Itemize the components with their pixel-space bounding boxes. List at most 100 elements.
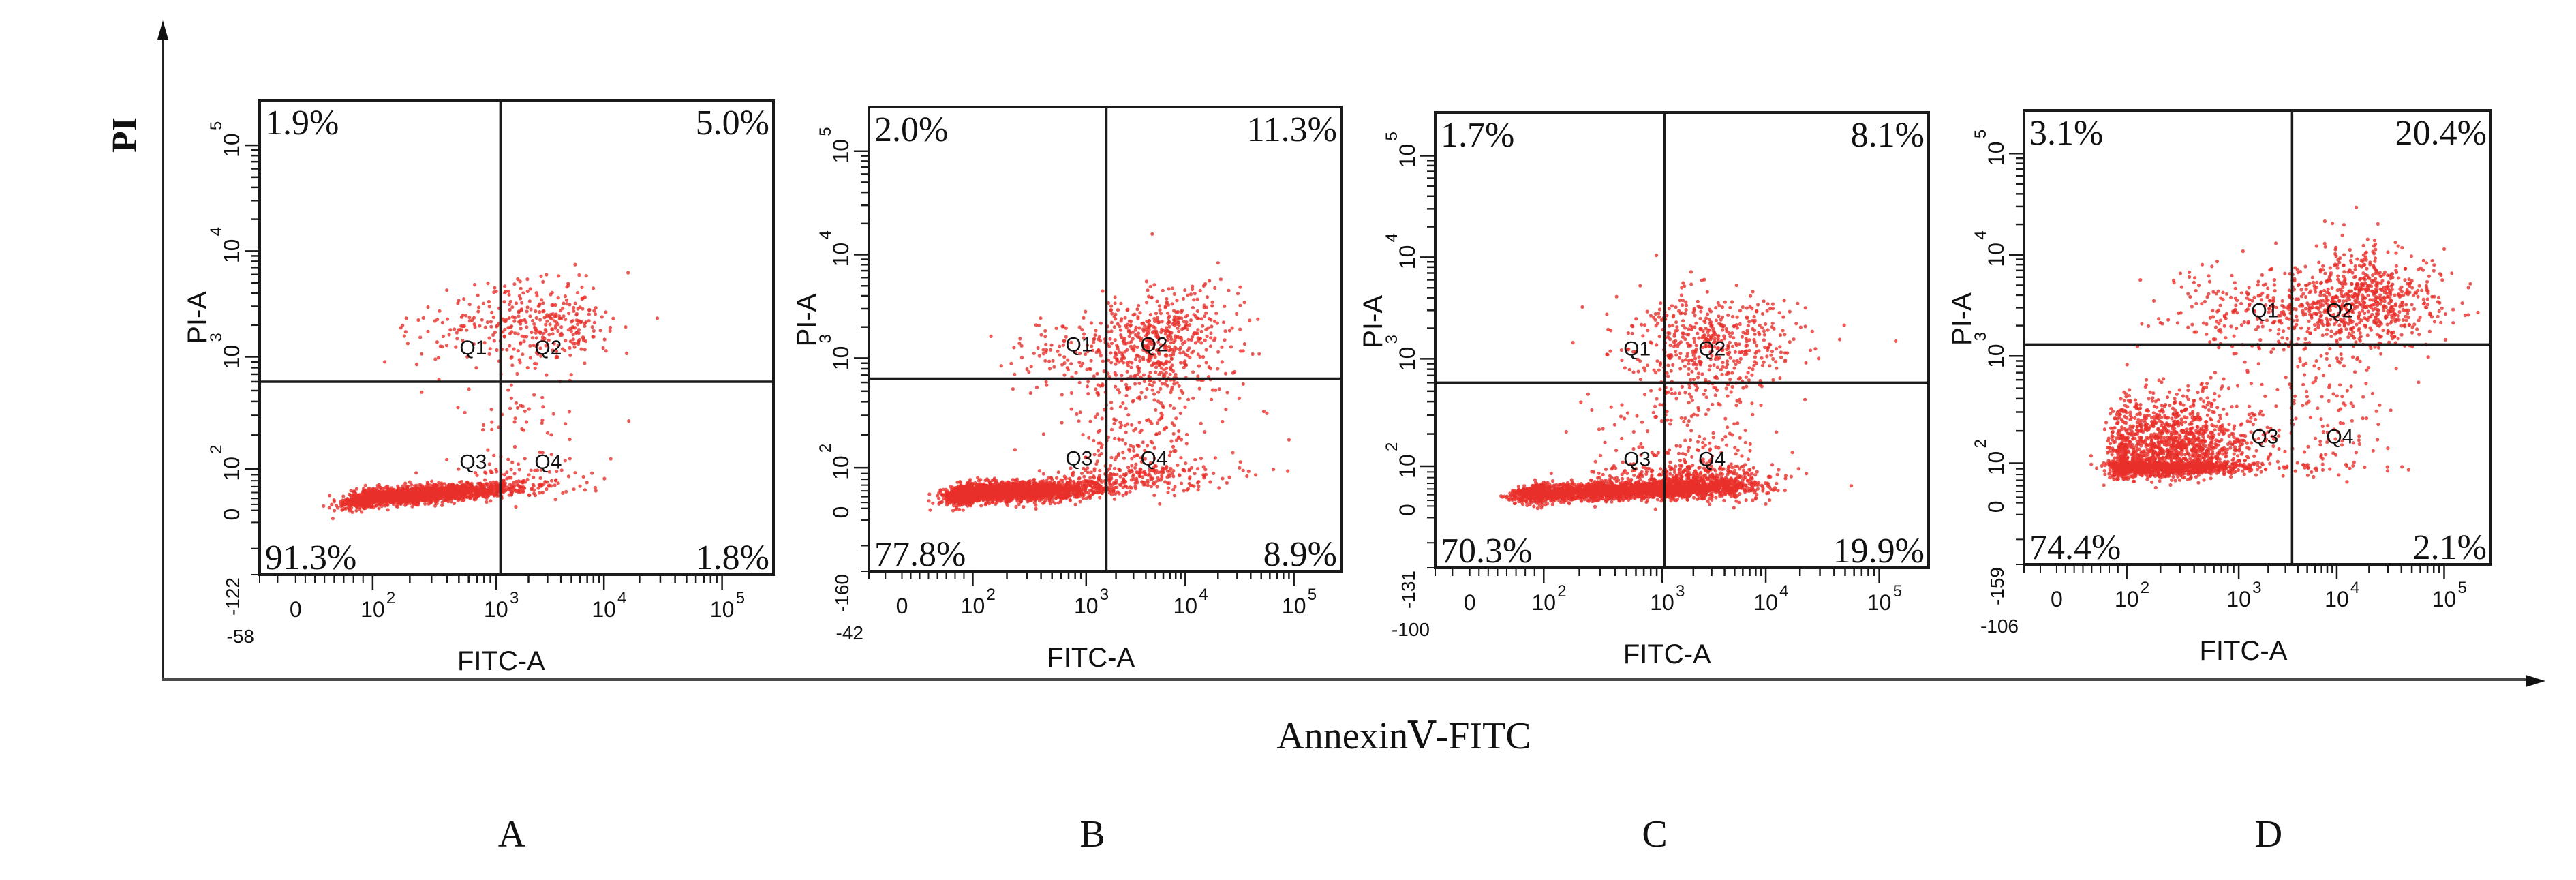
- data-point: [461, 313, 465, 318]
- global-y-axis-label: PI: [106, 117, 144, 153]
- data-point: [379, 486, 383, 490]
- data-point: [585, 481, 589, 485]
- data-point: [506, 289, 511, 293]
- data-point: [574, 313, 579, 317]
- data-point: [570, 320, 574, 324]
- data-point: [593, 485, 598, 490]
- data-point: [1005, 501, 1009, 506]
- data-point: [518, 361, 522, 365]
- data-point: [553, 303, 557, 307]
- data-point: [965, 489, 969, 493]
- data-point: [968, 478, 972, 482]
- data-point: [403, 503, 408, 507]
- data-point: [1039, 491, 1044, 495]
- data-point: [523, 486, 527, 490]
- data-point: [416, 490, 420, 494]
- data-point: [493, 330, 497, 334]
- data-point: [435, 485, 439, 490]
- data-point: [587, 307, 592, 312]
- data-point: [396, 499, 400, 503]
- data-point: [602, 476, 607, 481]
- data-point: [332, 500, 336, 504]
- data-point: [609, 457, 613, 461]
- data-point: [423, 489, 427, 494]
- data-point: [545, 487, 549, 491]
- data-point: [625, 351, 629, 356]
- data-point: [568, 438, 572, 442]
- data-point: [457, 485, 461, 489]
- data-point: [405, 342, 410, 346]
- data-point: [532, 393, 536, 397]
- data-point: [519, 297, 523, 301]
- data-point: [551, 332, 555, 336]
- data-point: [408, 491, 412, 496]
- data-point: [527, 473, 531, 477]
- data-point: [570, 325, 575, 329]
- data-point: [562, 301, 566, 305]
- data-point: [517, 314, 521, 318]
- data-point: [353, 500, 357, 504]
- data-point: [931, 501, 935, 505]
- q1-name-label: Q1: [459, 337, 487, 359]
- data-point: [493, 286, 497, 290]
- data-point: [350, 510, 354, 514]
- data-point: [990, 500, 994, 504]
- data-point: [403, 481, 408, 485]
- q4-percent-label: 1.8%: [696, 538, 769, 577]
- x-tick-label: 10: [592, 597, 616, 622]
- data-point: [483, 478, 487, 482]
- data-point: [540, 298, 544, 302]
- data-point: [557, 274, 561, 278]
- data-point: [399, 326, 403, 330]
- data-point: [1051, 500, 1055, 504]
- data-point: [480, 318, 484, 322]
- data-point: [486, 282, 490, 286]
- data-point: [420, 390, 424, 394]
- data-point: [1007, 489, 1011, 494]
- data-point: [1056, 495, 1060, 500]
- data-point: [547, 333, 551, 337]
- data-point: [1003, 493, 1007, 497]
- data-point: [593, 312, 598, 316]
- data-point: [567, 312, 571, 316]
- data-point: [495, 494, 500, 498]
- data-point: [386, 508, 390, 512]
- data-point: [530, 336, 535, 340]
- data-point: [573, 301, 577, 305]
- data-point: [487, 352, 491, 356]
- data-point: [429, 489, 433, 493]
- data-point: [583, 339, 588, 344]
- data-point: [1003, 496, 1007, 501]
- data-point: [452, 487, 456, 491]
- data-point: [954, 507, 958, 512]
- data-point: [528, 356, 533, 360]
- data-point: [581, 474, 585, 479]
- data-point: [571, 337, 575, 342]
- data-point: [507, 292, 511, 297]
- data-point: [380, 504, 384, 509]
- q2-percent-label: 5.0%: [696, 104, 769, 142]
- data-point: [528, 344, 532, 348]
- data-point: [1045, 479, 1049, 483]
- y-tick-label: 10: [219, 133, 244, 157]
- data-point: [478, 324, 482, 328]
- data-point: [604, 349, 608, 353]
- data-point: [463, 410, 467, 415]
- data-point: [1052, 491, 1056, 495]
- scatter-points: [927, 232, 1291, 513]
- data-point: [448, 485, 452, 489]
- data-point: [328, 494, 332, 498]
- data-point: [1084, 496, 1088, 501]
- data-point: [576, 322, 580, 327]
- data-point: [1011, 494, 1015, 499]
- data-point: [556, 481, 560, 485]
- data-point: [495, 470, 499, 474]
- data-point: [529, 307, 533, 312]
- data-point: [474, 366, 478, 370]
- data-point: [573, 262, 577, 267]
- data-point: [578, 305, 582, 309]
- data-point: [1034, 506, 1038, 511]
- population-cluster-4: [414, 341, 631, 509]
- data-point: [577, 319, 581, 323]
- y-tick-label: 10: [219, 345, 244, 369]
